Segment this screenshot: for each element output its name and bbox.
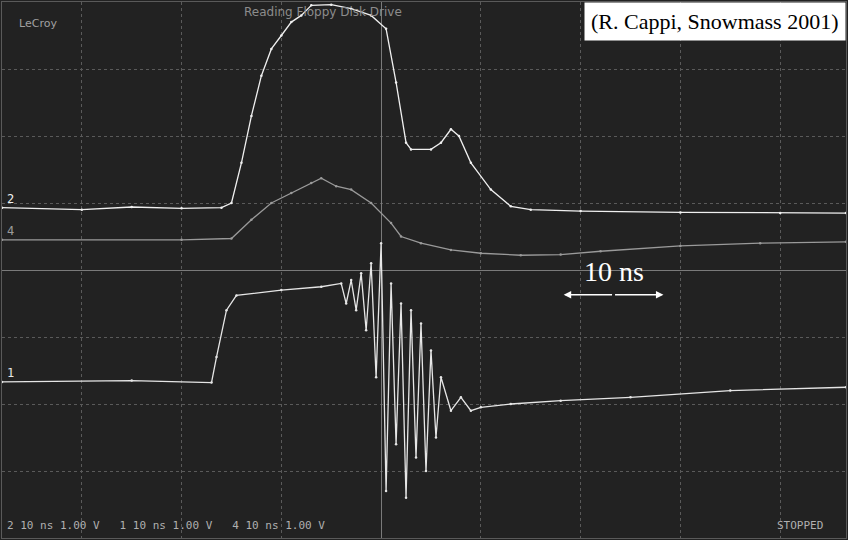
svg-text:1: 1 xyxy=(7,366,14,380)
svg-text:(R. Cappi, Snowmass 2001): (R. Cappi, Snowmass 2001) xyxy=(591,9,839,34)
svg-text:4: 4 xyxy=(7,224,14,238)
svg-text:Reading Floppy Disk Drive: Reading Floppy Disk Drive xyxy=(244,5,402,19)
svg-text:STOPPED: STOPPED xyxy=(777,519,823,532)
svg-text:LeCroy: LeCroy xyxy=(19,17,57,30)
svg-text:2: 2 xyxy=(7,192,14,206)
svg-text:10 ns: 10 ns xyxy=(584,256,644,287)
svg-text:2 10 ns 1.00 V 1 10 ns 1.00: 2 10 ns 1.00 V 1 10 ns 1.00 V 4 10 ns 1.… xyxy=(7,519,325,532)
